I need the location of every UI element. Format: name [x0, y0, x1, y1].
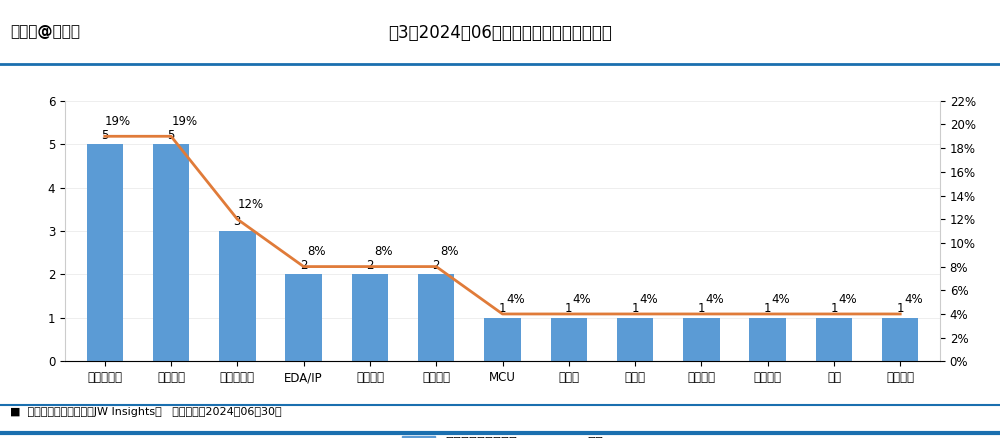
Text: 2: 2 — [366, 259, 374, 272]
Text: 3: 3 — [234, 215, 241, 229]
Text: 8%: 8% — [440, 245, 459, 258]
Text: 4%: 4% — [904, 293, 923, 306]
Bar — [484, 318, 521, 361]
Text: 1: 1 — [698, 302, 705, 315]
Text: 8%: 8% — [374, 245, 392, 258]
Text: 图3：2024年06月中国半导体投资细分赛道: 图3：2024年06月中国半导体投资细分赛道 — [388, 24, 612, 42]
Text: 4%: 4% — [772, 293, 790, 306]
Text: 5: 5 — [167, 129, 175, 141]
Text: 4%: 4% — [705, 293, 724, 306]
Text: 1: 1 — [896, 302, 904, 315]
Text: 1: 1 — [499, 302, 506, 315]
Text: 4%: 4% — [838, 293, 857, 306]
Bar — [749, 318, 786, 361]
Text: 2: 2 — [300, 259, 307, 272]
Text: 8%: 8% — [308, 245, 326, 258]
Bar — [418, 275, 454, 361]
Text: 4%: 4% — [639, 293, 658, 306]
Bar — [87, 144, 123, 361]
Text: 4%: 4% — [573, 293, 591, 306]
Text: 19%: 19% — [105, 115, 131, 128]
Text: 1: 1 — [764, 302, 771, 315]
Text: 5: 5 — [101, 129, 108, 141]
Bar — [352, 275, 388, 361]
Bar — [551, 318, 587, 361]
Bar — [683, 318, 720, 361]
Bar — [153, 144, 189, 361]
Text: 1: 1 — [565, 302, 573, 315]
Legend: 融资事件数量（起）, 占比: 融资事件数量（起）, 占比 — [396, 430, 609, 438]
Text: 1: 1 — [830, 302, 838, 315]
Bar — [882, 318, 918, 361]
Text: 12%: 12% — [238, 198, 264, 211]
Text: ■  数据来源：集微咨询（JW Insights）   截止日期：2024年06月30日: ■ 数据来源：集微咨询（JW Insights） 截止日期：2024年06月30… — [10, 407, 282, 417]
Text: 4%: 4% — [506, 293, 525, 306]
Text: 19%: 19% — [171, 115, 197, 128]
Bar — [285, 275, 322, 361]
Text: 2: 2 — [432, 259, 440, 272]
Bar — [219, 231, 256, 361]
Text: 搜狐号@集微网: 搜狐号@集微网 — [10, 24, 80, 39]
Bar — [617, 318, 653, 361]
Text: 1: 1 — [631, 302, 639, 315]
Bar — [816, 318, 852, 361]
